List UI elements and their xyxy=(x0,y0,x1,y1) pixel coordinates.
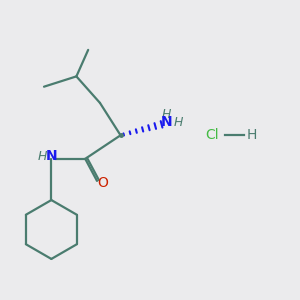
Text: H: H xyxy=(173,116,183,129)
Text: O: O xyxy=(97,176,108,190)
Text: H: H xyxy=(161,108,171,121)
Text: H: H xyxy=(37,150,46,163)
Text: N: N xyxy=(160,115,172,129)
Text: Cl: Cl xyxy=(205,128,219,142)
Text: H: H xyxy=(246,128,257,142)
Text: N: N xyxy=(46,149,57,164)
